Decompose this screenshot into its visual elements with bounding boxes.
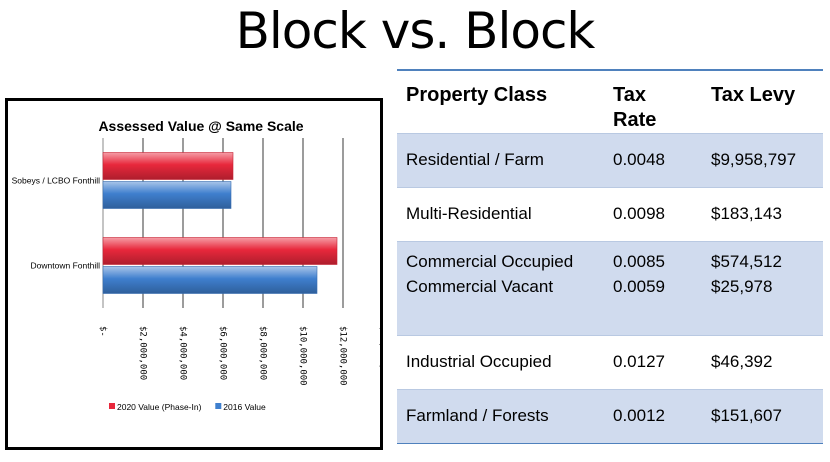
column-header-text: Tax [613, 84, 646, 106]
column-header: Tax Rate [604, 70, 702, 134]
legend-swatch [215, 403, 222, 409]
table-cell: Industrial Occupied [397, 336, 604, 390]
table-row: Residential / Farm 0.0048 $9,958,797 [397, 133, 823, 188]
cell-text: $46,392 [711, 352, 773, 372]
x-tick-label: $- [98, 326, 108, 337]
x-tick-label: $6,000,000 [218, 326, 228, 380]
cell-text: $25,978 [711, 276, 773, 296]
table-cell: $183,143 [702, 188, 823, 242]
cell-text: Multi-Residential [406, 204, 532, 224]
cell-text: 0.0127 [613, 352, 665, 372]
cell-text: 0.0012 [613, 406, 665, 426]
legend-label: 2016 Value [223, 402, 266, 412]
cell-text: $9,958,797 [711, 150, 797, 170]
column-header-text: Property Class [406, 84, 548, 106]
page-title: Block vs. Block [235, 2, 596, 60]
table-row: Commercial Occupied Commercial Vacant 0.00… [397, 241, 823, 336]
x-tick-label: $8,000,000 [258, 326, 268, 380]
table-cell: $9,958,797 [702, 134, 823, 188]
cell-text: Commercial Vacant [406, 276, 554, 296]
table-cell: Farmland / Forests [397, 390, 604, 444]
bar-2020-sobeys [102, 152, 234, 180]
x-tick-label: $12,000,000 [338, 326, 348, 386]
bar-2016-sobeys [102, 181, 232, 209]
cell-text: Industrial Occupied [406, 352, 552, 372]
x-tick-label: $4,000,000 [178, 326, 188, 380]
legend-swatch [109, 403, 115, 409]
table-row: Farmland / Forests 0.0012 $151,607 [397, 389, 823, 444]
table-cell: 0.0012 [604, 390, 702, 444]
cell-text: 0.0098 [613, 204, 665, 224]
table-cell: 0.0127 [604, 336, 702, 390]
category-label: Sobeys / LCBO Fonthill [12, 176, 100, 186]
table-cell: Residential / Farm [397, 134, 604, 188]
table-cell: $46,392 [702, 336, 823, 390]
legend-label: 2020 Value (Phase-In) [117, 402, 202, 412]
cell-text: Farmland / Forests [406, 406, 549, 426]
table-cell: 0.0048 [604, 134, 702, 188]
chart-panel: Assessed Value @ Same Scale Sobeys / LCBO… [5, 98, 383, 450]
table-cell: Multi-Residential [397, 188, 604, 242]
cell-text: 0.0059 [613, 276, 665, 296]
tax-table: Property Class Tax Rate Tax Levy Residentia… [397, 69, 823, 444]
column-header-text: Rate [613, 109, 657, 131]
cell-text: Commercial Occupied [406, 252, 574, 271]
bar-2020-downtown [102, 237, 338, 265]
table-cell: 0.0098 [604, 188, 702, 242]
bar-2016-downtown [102, 266, 318, 294]
table-cell: Commercial Occupied Commercial Vacant [397, 242, 604, 336]
x-tick-label: $10,000,000 [298, 326, 308, 386]
cell-text: $574,512 [711, 252, 782, 271]
cell-text: 0.0085 [613, 252, 665, 271]
column-header-text: Tax Levy [711, 84, 796, 106]
column-header: Property Class [397, 70, 604, 134]
table-row: Industrial Occupied 0.0127 $46,392 [397, 335, 823, 390]
category-label: Downtown Fonthill [31, 261, 101, 271]
x-tick-label: $2,000,000 [138, 326, 148, 380]
table-cell: $574,512 $25,978 [702, 242, 823, 336]
chart-title: Assessed Value @ Same Scale [98, 118, 303, 134]
table-header-row: Property Class Tax Rate Tax Levy [397, 70, 823, 134]
table-cell: 0.0085 0.0059 [604, 242, 702, 336]
x-tick-label: $14,000,000 [378, 326, 381, 386]
cell-text: Residential / Farm [406, 150, 544, 170]
cell-text: 0.0048 [613, 150, 665, 170]
cell-text: $151,607 [711, 406, 782, 426]
column-header: Tax Levy [702, 70, 823, 134]
table-cell: $151,607 [702, 390, 823, 444]
bar-chart: Assessed Value @ Same Scale Sobeys / LCBO… [12, 118, 381, 412]
cell-text: $183,143 [711, 204, 782, 224]
table-row: Multi-Residential 0.0098 $183,143 [397, 187, 823, 242]
